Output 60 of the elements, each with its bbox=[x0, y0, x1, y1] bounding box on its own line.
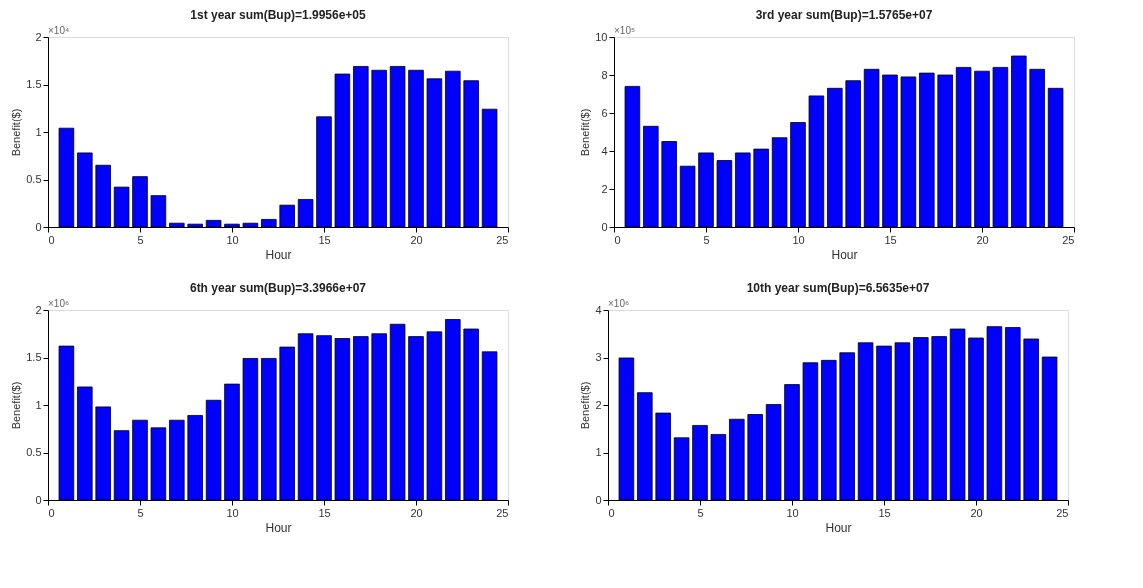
y-tick-label: 0 bbox=[601, 220, 608, 233]
text: ×10⁴ bbox=[48, 25, 70, 36]
y-axis-title: Benefit($) bbox=[10, 108, 23, 157]
y-tick-label: 1 bbox=[595, 446, 602, 458]
y-tick-label: 0.5 bbox=[26, 446, 42, 458]
y-tick-label: 4 bbox=[601, 144, 608, 157]
x-tick-label: 10 bbox=[786, 506, 799, 519]
x-tick-label: 10 bbox=[226, 233, 239, 246]
y-tick-label: 6 bbox=[601, 106, 608, 119]
x-tick-label: 10 bbox=[226, 506, 239, 519]
text: ×10⁶ bbox=[608, 298, 630, 309]
y-tick-label: 2 bbox=[601, 182, 608, 195]
x-tick-label: 5 bbox=[703, 233, 710, 246]
y-tick-label: 0 bbox=[595, 493, 602, 506]
x-tick-label: 5 bbox=[137, 233, 144, 246]
x-tick-label: 20 bbox=[410, 233, 423, 246]
x-tick-label: 15 bbox=[318, 233, 331, 246]
y-tick-label: 2 bbox=[35, 30, 42, 43]
x-tick-label: 25 bbox=[1062, 233, 1075, 246]
x-tick-label: 15 bbox=[318, 506, 331, 519]
x-tick-label: 25 bbox=[496, 506, 509, 519]
x-tick-label: 25 bbox=[1056, 506, 1069, 519]
x-tick-label: 0 bbox=[48, 233, 55, 246]
x-axis-title: Hour bbox=[831, 247, 858, 262]
x-axis-title: Hour bbox=[265, 247, 292, 262]
chart-title: 10th year sum(Bup)=6.5635e+07 bbox=[746, 281, 930, 295]
y-axis-title: Benefit($) bbox=[579, 381, 592, 430]
chart-title: 6th year sum(Bup)=3.3966e+07 bbox=[189, 281, 367, 295]
y-axis-title: Benefit($) bbox=[579, 108, 592, 157]
y-tick-label: 2 bbox=[35, 303, 42, 316]
x-tick-label: 15 bbox=[878, 506, 891, 519]
y-tick-label: 1.5 bbox=[26, 78, 42, 90]
x-axis-title: Hour bbox=[825, 520, 852, 535]
y-tick-label: 0.5 bbox=[26, 173, 42, 185]
x-tick-label: 25 bbox=[496, 233, 509, 246]
y-tick-label: 1 bbox=[35, 125, 42, 138]
x-tick-label: 20 bbox=[976, 233, 989, 246]
y-tick-label: 10 bbox=[595, 30, 608, 43]
y-tick-label: 1.5 bbox=[26, 351, 42, 363]
text: ×10⁶ bbox=[48, 298, 70, 309]
x-tick-label: 15 bbox=[884, 233, 897, 246]
x-tick-label: 5 bbox=[697, 506, 704, 519]
chart-title: 1st year sum(Bup)=1.9956e+05 bbox=[190, 8, 367, 22]
x-tick-label: 0 bbox=[614, 233, 621, 246]
y-tick-label: 3 bbox=[595, 351, 602, 363]
x-tick-label: 5 bbox=[137, 506, 144, 519]
y-tick-label: 8 bbox=[601, 68, 608, 81]
y-tick-label: 2 bbox=[595, 398, 602, 411]
y-tick-label: 1 bbox=[35, 398, 42, 411]
y-tick-label: 0 bbox=[35, 493, 42, 506]
y-tick-label: 0 bbox=[35, 220, 42, 233]
x-tick-label: 10 bbox=[792, 233, 805, 246]
y-tick-label: 4 bbox=[595, 303, 602, 316]
text: ×10⁵ bbox=[614, 25, 636, 36]
x-axis-title: Hour bbox=[265, 520, 292, 535]
x-tick-label: 20 bbox=[970, 506, 983, 519]
x-tick-label: 0 bbox=[48, 506, 55, 519]
x-tick-label: 20 bbox=[410, 506, 423, 519]
y-axis-title: Benefit($) bbox=[10, 381, 23, 430]
chart-title: 3rd year sum(Bup)=1.5765e+07 bbox=[755, 8, 933, 22]
